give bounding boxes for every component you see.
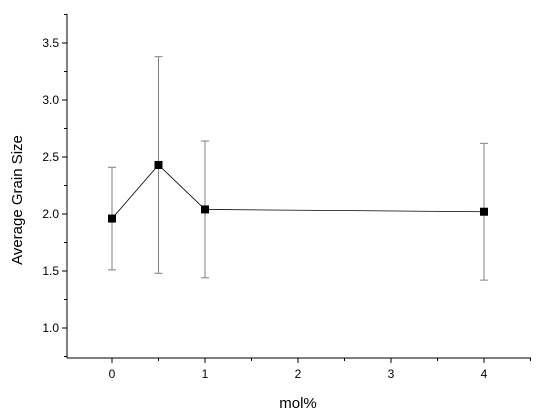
x-tick-label: 4 (481, 367, 488, 381)
y-tick-label: 1.5 (42, 264, 59, 278)
y-tick-label: 1.0 (42, 321, 59, 335)
x-tick-label: 3 (388, 367, 395, 381)
tick-labels: 1.0 1.5 2.0 2.5 3.0 3.5 0 1 2 3 4 (42, 36, 487, 381)
x-axis-label: mol% (279, 395, 317, 412)
y-tick-label: 3.5 (42, 36, 59, 50)
data-point (154, 160, 163, 169)
y-axis-label: Average Grain Size (9, 135, 26, 265)
data-markers (108, 160, 488, 223)
data-point (201, 205, 209, 214)
y-tick-label: 2.5 (42, 150, 59, 164)
y-tick-label: 2.0 (42, 207, 59, 221)
axes (62, 14, 531, 363)
x-tick-label: 2 (295, 367, 302, 381)
data-point (108, 214, 116, 223)
error-bars (108, 56, 488, 281)
series-line (111, 164, 485, 219)
x-tick-label: 0 (109, 367, 116, 381)
x-tick-label: 1 (202, 367, 209, 381)
data-point (480, 207, 488, 216)
y-tick-label: 3.0 (42, 93, 59, 107)
